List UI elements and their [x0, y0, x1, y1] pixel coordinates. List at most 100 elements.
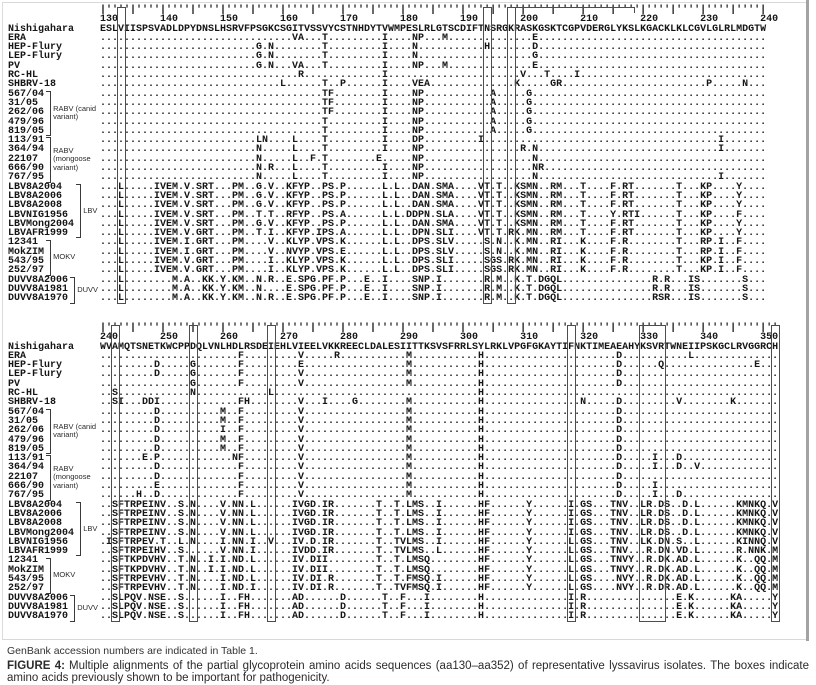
ruler-numbers: 240 250 260 270 280 290 300 310 320 330 …	[8, 333, 816, 343]
sequence-row-text: .........D..........M..F.........V......…	[100, 434, 779, 446]
sequence-row: DUVV8A1970 ..SLPQV.NSE..S......I..FH.....…	[8, 611, 816, 623]
row-label: 31/05	[8, 415, 39, 427]
group-label-line: MOKV	[53, 570, 76, 579]
row-label: DUVV8A2006	[8, 274, 69, 286]
group-bracket	[46, 408, 52, 455]
sequence-row-text: ..........................G.N........T..…	[100, 51, 767, 63]
sequence-row-text: ...L.....IVEM.I.GRT...PM....V..NVYP.VPS.…	[100, 246, 767, 258]
page-edge-shadow	[806, 0, 809, 641]
row-label: 22107	[8, 153, 39, 165]
row-label: LEP-Flury	[8, 51, 63, 63]
sequence-row-text: .........D.....G.......F.........V......…	[100, 369, 779, 381]
group-label: DUVV	[77, 602, 99, 612]
group-label-line: (mongoose	[53, 154, 91, 164]
sequence-row: 31/05...................................…	[8, 97, 816, 109]
row-label: 31/05	[8, 97, 39, 109]
sequence-row-text: ..SFTRPEINV..S.N....V.NN.L......IVGD.IR.…	[100, 527, 779, 539]
sequence-row-text: ..SLPQV.NSE..S......I..FH.......AD......…	[100, 601, 779, 613]
sequence-row-text: ESLVIISPSVADLDPYDNSLHSRVFPSGKCSGITVSSVYC…	[100, 23, 767, 35]
sequence-row-text: ..SI...DDI.............FH........V...I..…	[100, 397, 779, 409]
sequence-row-text: .........D.............F.........V......…	[100, 462, 779, 474]
group-label-line: DUVV	[77, 602, 99, 612]
row-label: PV	[8, 60, 21, 72]
group-bracket	[46, 90, 52, 137]
row-label: LBVNIG1956	[8, 536, 69, 548]
sequence-row-text: ...L.....IVEM.V.SRT...PM..G.V..KFYP..PS.…	[100, 190, 767, 202]
sequence-row: 262/06..................................…	[8, 107, 816, 119]
group-label: MOKV	[53, 252, 75, 261]
alignment-block-1: |''''|''''|''''|''''|''''|''''|''''|''''…	[0, 6, 816, 304]
ruler-ticks: |''''|''''|''''|''''|''''|''''|''''|''''…	[8, 324, 816, 334]
sequence-row: LBV8A2004 ...L.....IVEM.V.SRT...PM..G.V..…	[8, 182, 816, 192]
sequence-row: 479/96 .........D..........M..F.........V…	[8, 434, 816, 446]
row-label: 252/97	[8, 265, 45, 277]
sequence-row: DUVV8A1970 ...L........M.A..KK.Y.KM..N.R.…	[8, 293, 816, 305]
group-bracket	[46, 239, 52, 276]
sequence-row: LBVNIG1956 ...L.....IVEM.V.SRT...PM..T.T.…	[8, 210, 816, 220]
sequence-row-text: ...L.....IVEM.V.GRT...PM..T.I..KFYP.IPS.…	[100, 228, 767, 240]
row-label: RC-HL	[8, 70, 39, 82]
group-label-line: RABV (canid	[53, 421, 97, 431]
group-label: RABV (mongoose variant)	[53, 464, 91, 490]
sequence-row-text: ..SFTRPEVHV..T.N....I.ND.I......IV.DI.R.…	[100, 583, 779, 595]
group-label-line: LBV	[83, 205, 98, 215]
group-label-line: variant)	[53, 162, 79, 172]
row-label: 262/06	[8, 107, 45, 119]
sequence-row-text: .....................................T..…	[100, 125, 767, 137]
sequence-row: 543/95 ..SFTRPEVHV..T.N....I.ND.L......IV…	[8, 574, 816, 584]
row-label: 113/91	[8, 135, 45, 147]
sequence-row-text: .........D.....G.......F.........E......…	[100, 360, 779, 372]
ruler-numbers: 130 140 150 160 170 180 190 200 210 220 …	[8, 15, 816, 25]
row-label: 543/95	[8, 256, 45, 268]
sequence-row: DUVV8A2006 ..SLPQV.NSE..S......I..FH.....…	[8, 592, 816, 604]
group-label-line: LBV	[83, 523, 98, 533]
row-label: MokZIM	[8, 564, 45, 576]
row-label: RC-HL	[8, 388, 39, 400]
sequence-row-text: ..SFTRPEINV..S.N....V.NN.L......IVGD.IR.…	[100, 508, 779, 520]
sequence-row: 31/05 .........D..........M..F.........V.…	[8, 415, 816, 427]
group-bracket	[76, 501, 82, 557]
group-bracket	[76, 183, 82, 239]
sequence-row: LBV8A2004 ..SFTRPEINV..S.N....V.NN.L.....…	[8, 500, 816, 510]
sequence-row: 364/94 ..........................N.....L.…	[8, 145, 816, 155]
sequence-row-text: ..SLPQV.NSE..S......I..FH.......AD......…	[100, 611, 779, 623]
sequence-row: 479/96..................................…	[8, 116, 816, 128]
row-label: HEP-Flury	[8, 42, 63, 54]
row-label: LBVAFR1999	[8, 546, 69, 558]
group-label-line: (mongoose	[53, 472, 91, 482]
row-label: 819/05	[8, 125, 45, 137]
sequence-row-text: ..SLPQV.NSE..S......I..FH.......AD......…	[100, 592, 779, 604]
figure-border	[2, 2, 806, 640]
row-label: DUVV8A1981	[8, 601, 69, 613]
sequence-row: RC-HL .................................R.…	[8, 70, 816, 82]
row-label: 666/90	[8, 481, 45, 493]
sequence-row-text: ...L.....IVEM.V.GRT...PM....I..KLYP.VPS.…	[100, 265, 767, 277]
sequence-row: Nishigahara WVAMQTSNETKWCPPDQLVNLHDLRSDEI…	[8, 341, 816, 353]
sequence-row: ERA ................................VA...…	[8, 33, 816, 43]
sequence-row-text: ..........................G.N........T..…	[100, 42, 767, 54]
sequence-row: 666/90 .........E.............F.........V…	[8, 481, 816, 493]
sequence-row-text: ...............G.......F.........V......…	[100, 378, 779, 390]
row-label: 479/96	[8, 116, 45, 128]
sequence-row: 819/05..................................…	[8, 125, 816, 137]
sequence-row-text: WVAMQTSNETKWCPPDQLVNLHDLRSDEIEHLVIEELVKK…	[100, 341, 779, 353]
sequence-row-text: .....................................TF.…	[100, 107, 767, 119]
sequence-row: 262/06 .........D..........I..F.........V…	[8, 425, 816, 437]
sequence-row: MokZIM ...L.....IVEM.I.GRT...PM....V..NVY…	[8, 246, 816, 258]
sequence-row: LBVAFR1999 ..SFTRPEIHV..S......V.NN.I....…	[8, 546, 816, 558]
sequence-row: 364/94 .........D.............F.........V…	[8, 462, 816, 474]
sequence-row-text: ..........................G.N...VA...T..…	[100, 60, 767, 72]
group-label: LBV	[83, 523, 98, 533]
sequence-row-text: ..........................N.....L....T..…	[100, 172, 767, 184]
sequence-row-text: ..SFTRPEINV..S.N....V.NN.L......IVGD.IR.…	[100, 518, 779, 530]
sequence-row: 12341 ...L.....IVEM.I.GRT...PM....V..KLYP…	[8, 238, 816, 248]
sequence-row: LBV8A2008 ...L.....IVEM.V.SRT...PM..G.V..…	[8, 201, 816, 211]
row-label: 262/06	[8, 425, 45, 437]
sequence-row-text: ...L........M.A..KK.Y.KM..N.R..E.SPG.PF.…	[100, 293, 767, 305]
sequence-row: 113/91 .......E.P............NF.........V…	[8, 453, 816, 463]
sequence-row: LBVMong2004 ..SFTRPEINV..S.N....V.NN.L...…	[8, 527, 816, 539]
sequence-row: 22107 .........D.............F.........V.…	[8, 472, 816, 482]
row-label: 364/94	[8, 462, 45, 474]
sequence-row-text: ..........................LN....L....T..…	[100, 135, 767, 147]
group-label-line: RABV	[53, 146, 74, 156]
